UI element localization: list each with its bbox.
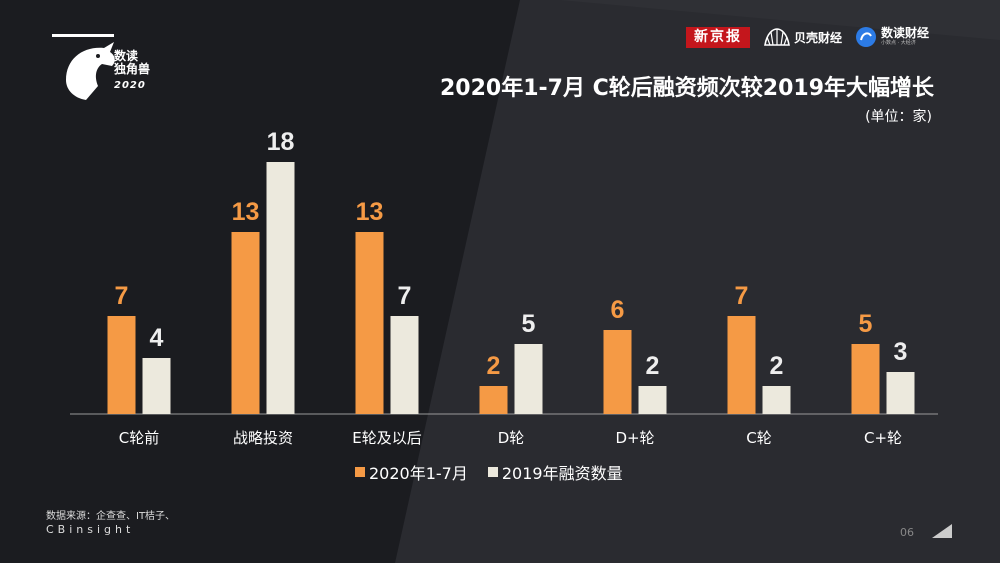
legend-label-2019: 2019年融资数量 xyxy=(501,464,623,483)
brand-beike: 贝壳财经 xyxy=(764,26,842,48)
data-label-2019-0: 4 xyxy=(150,324,164,352)
logo-text: 数读 独角兽 xyxy=(114,50,150,76)
legend-item-2019: 2019年融资数量 xyxy=(487,460,623,484)
data-label-2019-1: 18 xyxy=(267,128,295,156)
category-label-6: C+轮 xyxy=(864,429,902,447)
data-source: 数据来源：企查查、IT桔子、 CBinsight xyxy=(46,510,175,536)
data-label-2019-6: 3 xyxy=(894,338,908,366)
legend-swatch-2019 xyxy=(487,467,498,477)
data-label-2020-2: 13 xyxy=(356,198,384,226)
data-label-2020-0: 7 xyxy=(115,282,129,310)
chart-unit: (单位：家) xyxy=(865,109,932,125)
data-label-2020-5: 7 xyxy=(735,282,749,310)
data-label-2019-4: 2 xyxy=(646,352,660,380)
bar-2019-6 xyxy=(886,372,915,414)
data-label-2019-2: 7 xyxy=(398,282,412,310)
category-label-3: D轮 xyxy=(498,429,525,447)
logo-line2: 独角兽 xyxy=(114,62,151,76)
category-label-4: D+轮 xyxy=(615,429,654,447)
corner-triangle-icon xyxy=(932,524,952,538)
brand-shudu: 数读财经 小数点 · 大经济 xyxy=(855,24,929,50)
bar-2020-6 xyxy=(851,344,880,414)
brand-beike-label: 贝壳财经 xyxy=(794,30,843,45)
unicorn-logo-icon xyxy=(66,42,115,100)
brand-xinjingbao: 新京报 xyxy=(686,27,750,48)
bar-2019-0 xyxy=(142,358,171,414)
legend-item-2020: 2020年1-7月 xyxy=(355,460,468,484)
data-label-2020-6: 5 xyxy=(859,310,873,338)
bar-2019-3 xyxy=(514,344,543,414)
source-line1: 数据来源：企查查、IT桔子、 xyxy=(46,511,176,522)
category-label-1: 战略投资 xyxy=(233,429,293,447)
category-label-2: E轮及以后 xyxy=(352,429,421,447)
bar-2019-4 xyxy=(638,386,667,414)
bar-2019-1 xyxy=(266,162,295,414)
chart-title: 2020年1-7月 C轮后融资频次较2019年大幅增长 xyxy=(439,76,934,101)
bar-2019-5 xyxy=(762,386,791,414)
page-number: 06 xyxy=(900,526,914,539)
data-label-2020-1: 13 xyxy=(232,198,260,226)
source-line2: CBinsight xyxy=(46,523,135,536)
bar-2020-1 xyxy=(231,232,260,414)
brand-shudu-sub: 小数点 · 大经济 xyxy=(881,40,916,46)
category-label-5: C轮 xyxy=(746,429,771,447)
bar-2020-4 xyxy=(603,330,632,414)
data-label-2020-4: 6 xyxy=(611,296,625,324)
bar-2020-0 xyxy=(107,316,136,414)
legend-label-2020: 2020年1-7月 xyxy=(369,464,468,483)
data-label-2019-5: 2 xyxy=(770,352,784,380)
data-label-2019-3: 5 xyxy=(522,310,536,338)
chart-legend: 2020年1-7月 2019年融资数量 xyxy=(355,460,623,484)
logo-line xyxy=(52,34,114,37)
logo-line1: 数读 xyxy=(114,49,139,63)
bar-2019-2 xyxy=(390,316,419,414)
logo-year: 2020 xyxy=(114,80,146,91)
shell-icon xyxy=(764,28,790,46)
bar-2020-5 xyxy=(727,316,756,414)
shudu-logo-icon xyxy=(856,27,876,47)
bar-2020-2 xyxy=(355,232,384,414)
brand-shudu-label: 数读财经 xyxy=(881,26,930,40)
legend-swatch-2020 xyxy=(355,467,365,477)
category-label-0: C轮前 xyxy=(119,429,159,447)
bar-2020-3 xyxy=(479,386,508,414)
data-label-2020-3: 2 xyxy=(487,352,501,380)
